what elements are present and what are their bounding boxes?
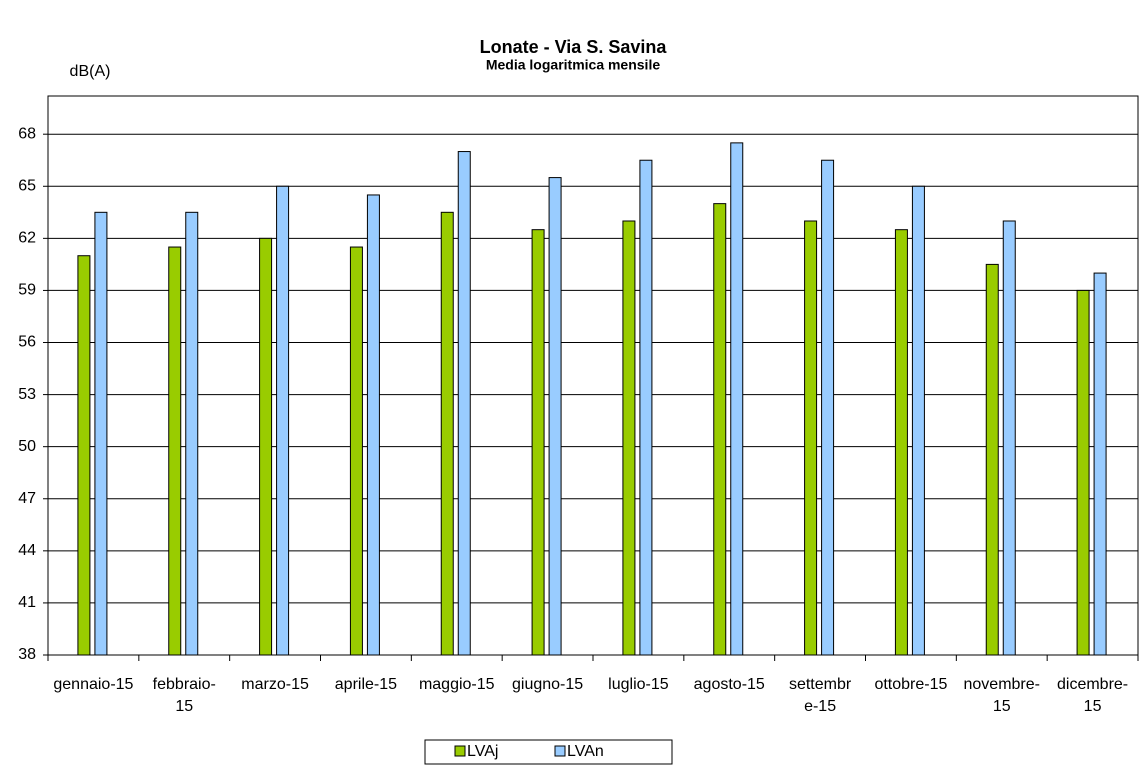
bar [821,159,835,656]
bar [730,142,744,656]
bar [259,237,273,656]
bar [94,211,108,656]
y-tick-label: 41 [18,594,36,611]
bar [639,159,653,656]
legend-label: LVAn [567,743,604,760]
x-tick-label: gennaio-15 [53,676,133,693]
x-tick-label: ottobre-15 [874,676,947,693]
y-tick-label: 65 [18,177,36,194]
legend-swatch [554,745,566,757]
bar [1002,220,1016,656]
bar [894,229,908,656]
bar [168,246,182,656]
x-tick-label: settembr e-15 [789,676,852,715]
bar [77,255,91,656]
bar [548,177,562,656]
bar [1093,272,1107,656]
bar [911,185,925,656]
bar [804,220,818,656]
legend-box [424,739,673,765]
bar [440,211,454,656]
x-tick-label: maggio-15 [419,676,495,693]
x-tick-label: marzo-15 [241,676,309,693]
bar [713,203,727,656]
bar [457,151,471,656]
x-tick-label: novembre-15 [964,676,1040,715]
chart-title: Lonate - Via S. Savina [480,37,668,57]
y-tick-label: 62 [18,230,36,247]
x-tick-label: agosto-15 [694,676,765,693]
bar [1076,289,1090,656]
x-tick-label: giugno-15 [512,676,583,693]
bar [185,211,199,656]
chart-subtitle: Media logaritmica mensile [486,57,660,73]
y-tick-label: 53 [18,386,36,403]
plot-area [47,95,1139,656]
bar [349,246,363,656]
y-tick-label: 56 [18,334,36,351]
x-tick-label: febbraio-15 [153,676,216,715]
bar [276,185,290,656]
bar [366,194,380,656]
x-tick-label: dicembre-15 [1057,676,1128,715]
y-tick-label: 59 [18,282,36,299]
x-tick-label: luglio-15 [608,676,669,693]
y-tick-label: 44 [18,542,36,559]
bar [622,220,636,656]
bar [985,263,999,656]
legend-swatch [454,745,466,757]
y-tick-label: 47 [18,490,36,507]
bar [531,229,545,656]
y-tick-label: 68 [18,125,36,142]
y-axis-label: dB(A) [70,63,111,80]
y-tick-label: 38 [18,646,36,663]
x-tick-label: aprile-15 [335,676,397,693]
y-tick-label: 50 [18,438,36,455]
legend-label: LVAj [467,743,498,760]
